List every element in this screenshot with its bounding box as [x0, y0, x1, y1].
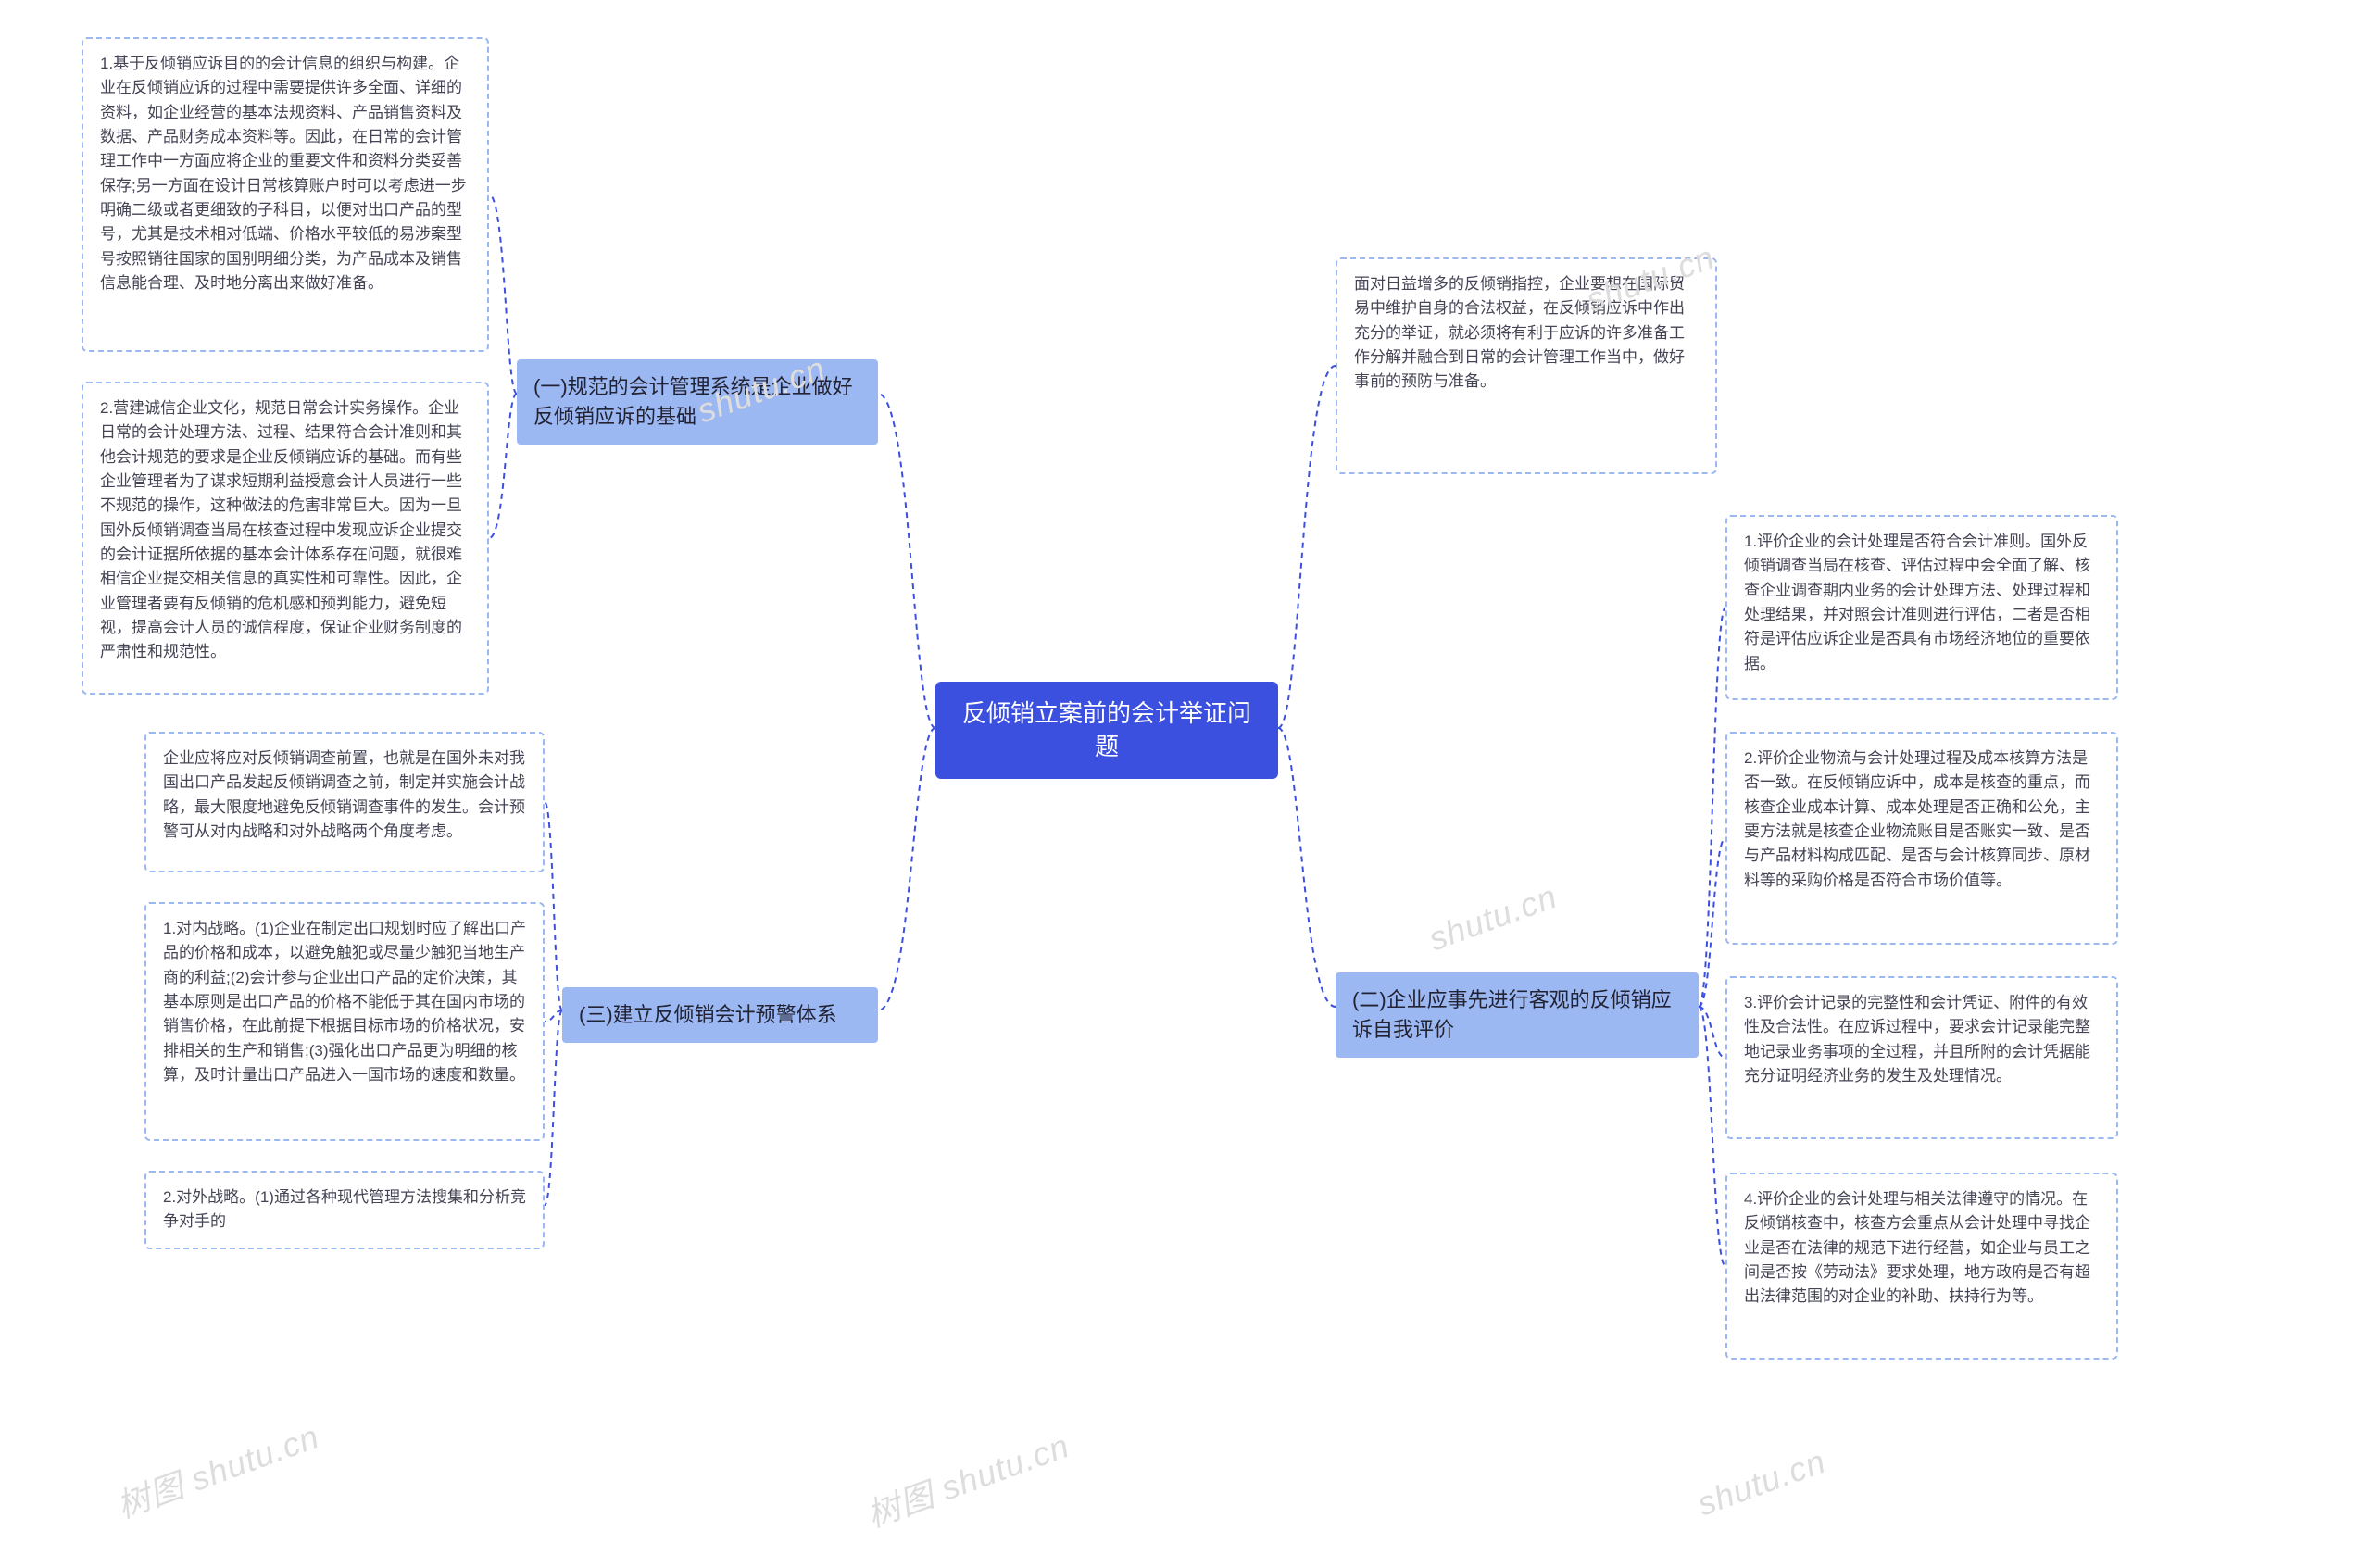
leaf-node: 2.对外战略。(1)通过各种现代管理方法搜集和分析竞争对手的 — [144, 1171, 545, 1249]
connector-line — [878, 728, 935, 1010]
leaf-node: 企业应将应对反倾销调查前置，也就是在国外未对我国出口产品发起反倾销调查之前，制定… — [144, 732, 545, 872]
leaf-node: 2.营建诚信企业文化，规范日常会计实务操作。企业日常的会计处理方法、过程、结果符… — [82, 382, 489, 695]
section-node-right: (二)企业应事先进行客观的反倾销应诉自我评价 — [1336, 972, 1699, 1058]
connector-line — [1278, 728, 1336, 1007]
preface-node: 面对日益增多的反倾销指控，企业要想在国际贸易中维护自身的合法权益，在反倾销应诉中… — [1336, 257, 1717, 474]
connector-line — [1278, 366, 1336, 728]
connector-line — [1699, 1007, 1725, 1266]
connector-line — [545, 1010, 562, 1205]
watermark: 树图 shutu.cn — [859, 1419, 1075, 1537]
watermark: 树图 shutu.cn — [109, 1410, 325, 1527]
watermark: shutu.cn — [1692, 1442, 1831, 1524]
connector-line — [545, 802, 562, 1010]
leaf-node: 3.评价会计记录的完整性和会计凭证、附件的有效性及合法性。在应诉过程中，要求会计… — [1725, 976, 2118, 1139]
connector-line — [545, 1010, 562, 1022]
connector-line — [489, 394, 517, 538]
leaf-node: 1.对内战略。(1)企业在制定出口规划时应了解出口产品的价格和成本，以避免触犯或… — [144, 902, 545, 1141]
leaf-node: 2.评价企业物流与会计处理过程及成本核算方法是否一致。在反倾销应诉中，成本是核查… — [1725, 732, 2118, 945]
center-node: 反倾销立案前的会计举证问题 — [935, 682, 1278, 779]
connector-line — [1699, 608, 1725, 1007]
connector-line — [489, 194, 517, 394]
leaf-node: 4.评价企业的会计处理与相关法律遵守的情况。在反倾销核查中，核查方会重点从会计处… — [1725, 1173, 2118, 1360]
leaf-node: 1.基于反倾销应诉目的的会计信息的组织与构建。企业在反倾销应诉的过程中需要提供许… — [82, 37, 489, 352]
section-node-left: (三)建立反倾销会计预警体系 — [562, 987, 878, 1043]
leaf-node: 1.评价企业的会计处理是否符合会计准则。国外反倾销调查当局在核查、评估过程中会全… — [1725, 515, 2118, 700]
connector-line — [878, 394, 935, 728]
watermark: shutu.cn — [1424, 877, 1562, 960]
connector-line — [1699, 838, 1725, 1007]
section-node-left: (一)规范的会计管理系统是企业做好反倾销应诉的基础 — [517, 359, 878, 445]
connector-line — [1699, 1007, 1725, 1058]
